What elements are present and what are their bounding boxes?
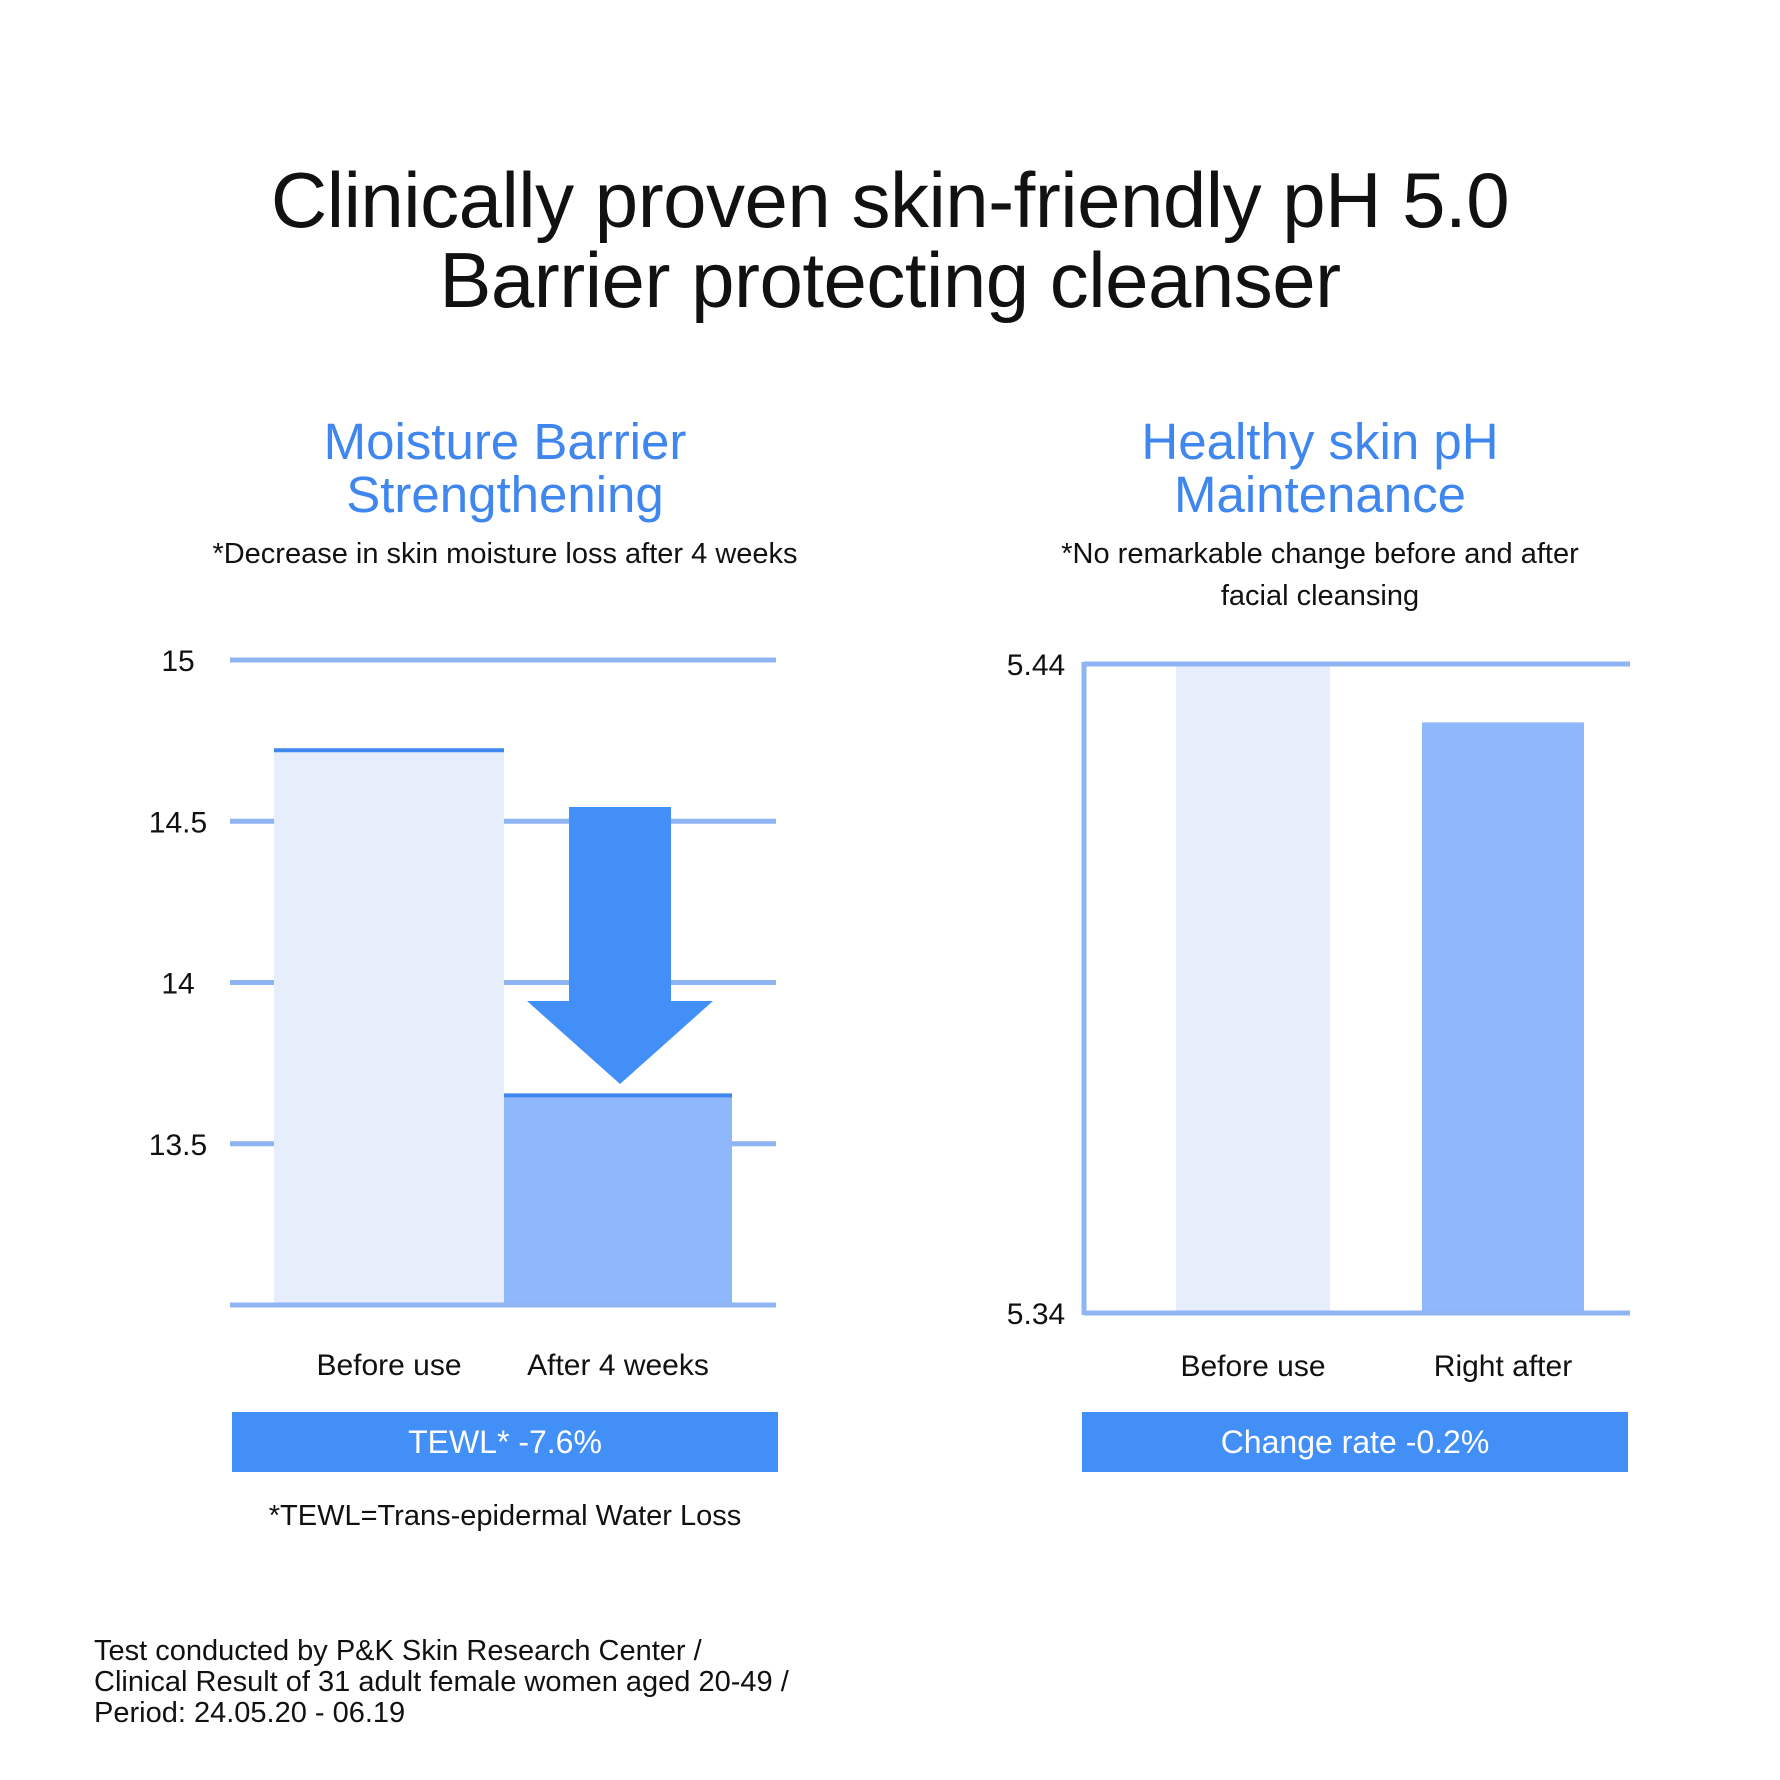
ph-bar-2 — [1422, 722, 1584, 1313]
moisture-ytick-label: 14 — [161, 968, 194, 1001]
ph-x-label-2: Right after — [1434, 1350, 1572, 1383]
decrease-arrow-icon — [527, 807, 713, 1084]
moisture-bar-2 — [504, 1095, 732, 1305]
right-panel-subtitle: *No remarkable change before and after f… — [990, 533, 1650, 617]
ph-ytick-label: 5.44 — [1007, 649, 1065, 682]
headline-line-2: Barrier protecting cleanser — [439, 236, 1341, 324]
change-rate-badge: Change rate -0.2% — [1082, 1412, 1628, 1472]
left-heading-line-1: Moisture Barrier — [323, 413, 687, 470]
left-panel-heading: Moisture Barrier Strengthening — [230, 415, 780, 521]
tewl-badge: TEWL* -7.6% — [232, 1412, 778, 1472]
tewl-badge-label: TEWL* -7.6% — [408, 1424, 602, 1460]
change-rate-badge-label: Change rate -0.2% — [1220, 1424, 1490, 1460]
headline: Clinically proven skin-friendly pH 5.0 B… — [0, 160, 1780, 320]
headline-line-1: Clinically proven skin-friendly pH 5.0 — [270, 156, 1510, 244]
moisture-ytick-label: 13.5 — [149, 1129, 207, 1162]
footer-line-1: Test conducted by P&K Skin Research Cent… — [94, 1635, 702, 1667]
footer-line-2: Clinical Result of 31 adult female women… — [94, 1666, 789, 1698]
ph-bar-1 — [1176, 664, 1330, 1313]
footer-line-3: Period: 24.05.20 - 06.19 — [94, 1697, 406, 1729]
ph-ytick-label: 5.34 — [1007, 1298, 1065, 1331]
right-heading-line-2: Maintenance — [1173, 466, 1467, 523]
ph-x-label-1: Before use — [1180, 1350, 1325, 1383]
study-footer: Test conducted by P&K Skin Research Cent… — [94, 1636, 789, 1729]
right-panel-heading: Healthy skin pH Maintenance — [1040, 415, 1600, 521]
moisture-ytick-label: 15 — [161, 645, 194, 678]
left-panel-subtitle: *Decrease in skin moisture loss after 4 … — [212, 538, 798, 570]
tewl-footnote: *TEWL=Trans-epidermal Water Loss — [268, 1500, 742, 1532]
left-heading-line-2: Strengthening — [346, 466, 664, 523]
right-subtitle-line-1: *No remarkable change before and after — [1061, 538, 1579, 570]
right-heading-line-1: Healthy skin pH — [1141, 413, 1499, 470]
moisture-x-label-2: After 4 weeks — [527, 1349, 709, 1382]
moisture-ytick-label: 14.5 — [149, 806, 207, 839]
moisture-x-label-1: Before use — [316, 1349, 461, 1382]
right-subtitle-line-2: facial cleansing — [1220, 580, 1420, 612]
moisture-bar-1 — [274, 750, 504, 1305]
